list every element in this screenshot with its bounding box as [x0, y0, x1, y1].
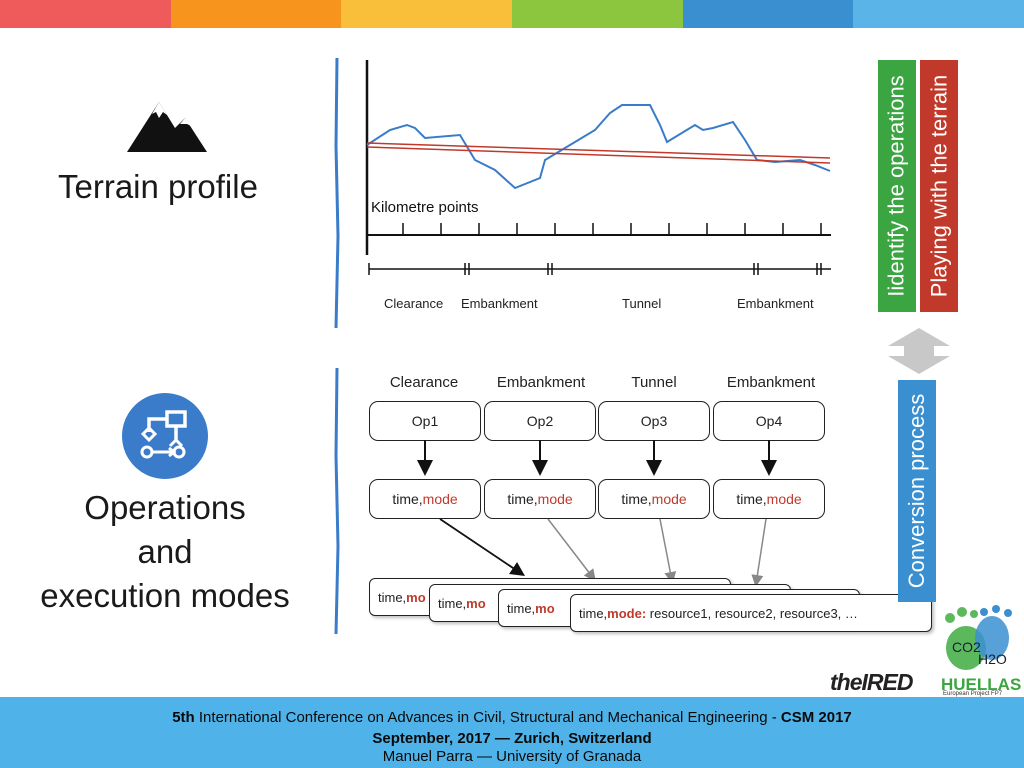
segment-label: Tunnel [622, 296, 662, 311]
resource-card: time, mode: resource1, resource2, resour… [570, 594, 932, 632]
time-mode-box: time, mode [713, 479, 825, 519]
x-axis-label: Kilometre points [371, 199, 479, 216]
footer-acronym: CSM 2017 [780, 709, 852, 726]
mode-text: mode [766, 491, 802, 507]
time-mode-box: time, mode [369, 479, 481, 519]
op-box: Op4 [713, 401, 825, 441]
flow-arrows [417, 440, 777, 587]
terrain-profile-chart: Kilometre points [365, 60, 831, 275]
footer: 5th International Conference on Advances… [0, 697, 1024, 768]
operations-title-line: and [137, 533, 193, 570]
ired-logo: theIRED [830, 669, 913, 695]
footer-line-3: Manuel Parra — University of Granada [382, 748, 642, 765]
identify-operations-label: Iidentify the operations [884, 75, 909, 297]
segment-ruler [368, 263, 831, 275]
color-stripe [682, 0, 854, 28]
footer-line-2: September, 2017 — Zurich, Switzerland [372, 730, 652, 747]
terrain-line [366, 104, 831, 190]
time-text: time, [579, 605, 608, 621]
mode-text: mode [651, 491, 687, 507]
operations-title: Operations and execution modes [20, 486, 310, 618]
time-text: time, [736, 491, 767, 507]
segment-label: Embankment [737, 296, 814, 311]
mode-text: mo [406, 589, 426, 605]
time-text: time, [621, 491, 652, 507]
segment-label: Embankment [461, 296, 538, 311]
conversion-process-bar: Conversion process [898, 380, 936, 602]
op-box: Op3 [598, 401, 710, 441]
resources-text: resource1, resource2, resource3, … [649, 605, 858, 621]
h2o-text: H2O [978, 651, 1007, 667]
operations-title-line: Operations [84, 489, 246, 526]
time-text: time, [438, 595, 467, 611]
operations-title-line: execution modes [40, 577, 290, 614]
time-mode-box: time, mode [598, 479, 710, 519]
op-box: Op2 [484, 401, 596, 441]
color-stripe [512, 0, 683, 28]
identify-operations-bar: Iidentify the operations [878, 60, 916, 312]
conversion-process-label: Conversion process [904, 393, 929, 589]
playing-terrain-bar: Playing with the terrain [920, 60, 958, 312]
segment-label: Clearance [384, 296, 444, 311]
color-stripe [170, 0, 342, 28]
co2-text: CO2 [952, 639, 981, 655]
x-axis-ticks [402, 223, 822, 235]
footer-conference: International Conference on Advances in … [194, 709, 781, 726]
footprint-icon: CO2 H2O [945, 605, 1012, 670]
op-box: Op1 [369, 401, 481, 441]
fit-line [366, 146, 831, 164]
color-stripe [0, 0, 171, 28]
mode-text: mo [535, 600, 555, 616]
time-text: time, [507, 491, 538, 507]
mode-text: mode: [607, 605, 647, 621]
mode-text: mode [422, 491, 458, 507]
time-mode-box: time, mode [484, 479, 596, 519]
footer-line-1: 5th International Conference on Advances… [0, 709, 1024, 726]
workflow-icon [122, 393, 208, 479]
mode-text: mo [466, 595, 486, 611]
color-stripe [853, 0, 1024, 28]
mode-text: mode [537, 491, 573, 507]
op-header: Clearance [389, 374, 459, 391]
mountain-icon [127, 102, 207, 152]
top-color-bar [0, 0, 1024, 28]
huellas-subtitle: European Project FP7 [943, 691, 1003, 697]
double-arrow-icon [888, 328, 950, 374]
time-text: time, [507, 600, 536, 616]
time-text: time, [378, 589, 407, 605]
fit-line [366, 142, 831, 159]
terrain-profile-title: Terrain profile [58, 168, 258, 205]
color-stripe [341, 0, 513, 28]
op-header: Embankment [726, 374, 816, 391]
op-header: Tunnel [631, 374, 677, 391]
time-text: time, [392, 491, 423, 507]
footer-edition: 5th [172, 709, 195, 726]
op-header: Embankment [496, 374, 586, 391]
playing-terrain-label: Playing with the terrain [926, 74, 951, 298]
brush-divider [334, 367, 340, 635]
huellas-logo: HUELLAS [941, 675, 1022, 694]
brush-divider [334, 57, 340, 329]
